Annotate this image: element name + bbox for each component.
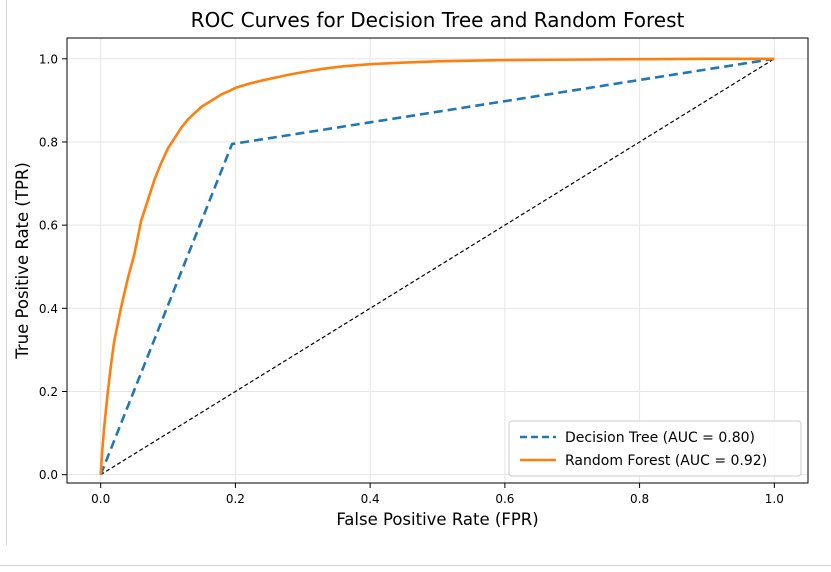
- y-tick-label: 0.0: [39, 468, 58, 482]
- y-tick-label: 1.0: [39, 52, 58, 66]
- x-tick-label: 0.2: [226, 492, 245, 506]
- plot-frame: [66, 37, 809, 484]
- cell-bottom-border: [0, 565, 831, 566]
- series-layer: [99, 57, 775, 476]
- y-tick-label: 0.8: [39, 135, 58, 149]
- legend: Decision Tree (AUC = 0.80) Random Forest…: [508, 420, 802, 477]
- cell-left-border: [6, 0, 7, 545]
- x-tick-label: 0.8: [630, 492, 649, 506]
- legend-label-random-forest: Random Forest (AUC = 0.92): [565, 453, 767, 469]
- series-line-random-forest: [99, 57, 775, 475]
- x-tick-label: 0.6: [495, 492, 514, 506]
- y-tick-label: 0.6: [39, 219, 58, 233]
- grid-layer: [67, 38, 808, 483]
- x-tick-label: 1.0: [765, 492, 784, 506]
- legend-box: [508, 420, 802, 477]
- series-line-chance-diagonal: [100, 58, 775, 476]
- y-tick-label: 0.4: [39, 302, 58, 316]
- x-tick-label: 0.0: [91, 492, 110, 506]
- series-line-decision-tree: [99, 57, 775, 476]
- y-axis-label: True Positive Rate (TPR): [13, 162, 32, 360]
- tick-layer: 0.0 0.2 0.4 0.6 0.8 1.0 0.0 0.2 0.4 0.6 0.8 1.0: [39, 52, 784, 506]
- x-tick-label: 0.4: [361, 492, 380, 506]
- y-tick-label: 0.2: [39, 385, 58, 399]
- x-axis-label: False Positive Rate (FPR): [336, 510, 538, 529]
- legend-label-decision-tree: Decision Tree (AUC = 0.80): [565, 430, 755, 446]
- chart-title: ROC Curves for Decision Tree and Random …: [191, 8, 685, 32]
